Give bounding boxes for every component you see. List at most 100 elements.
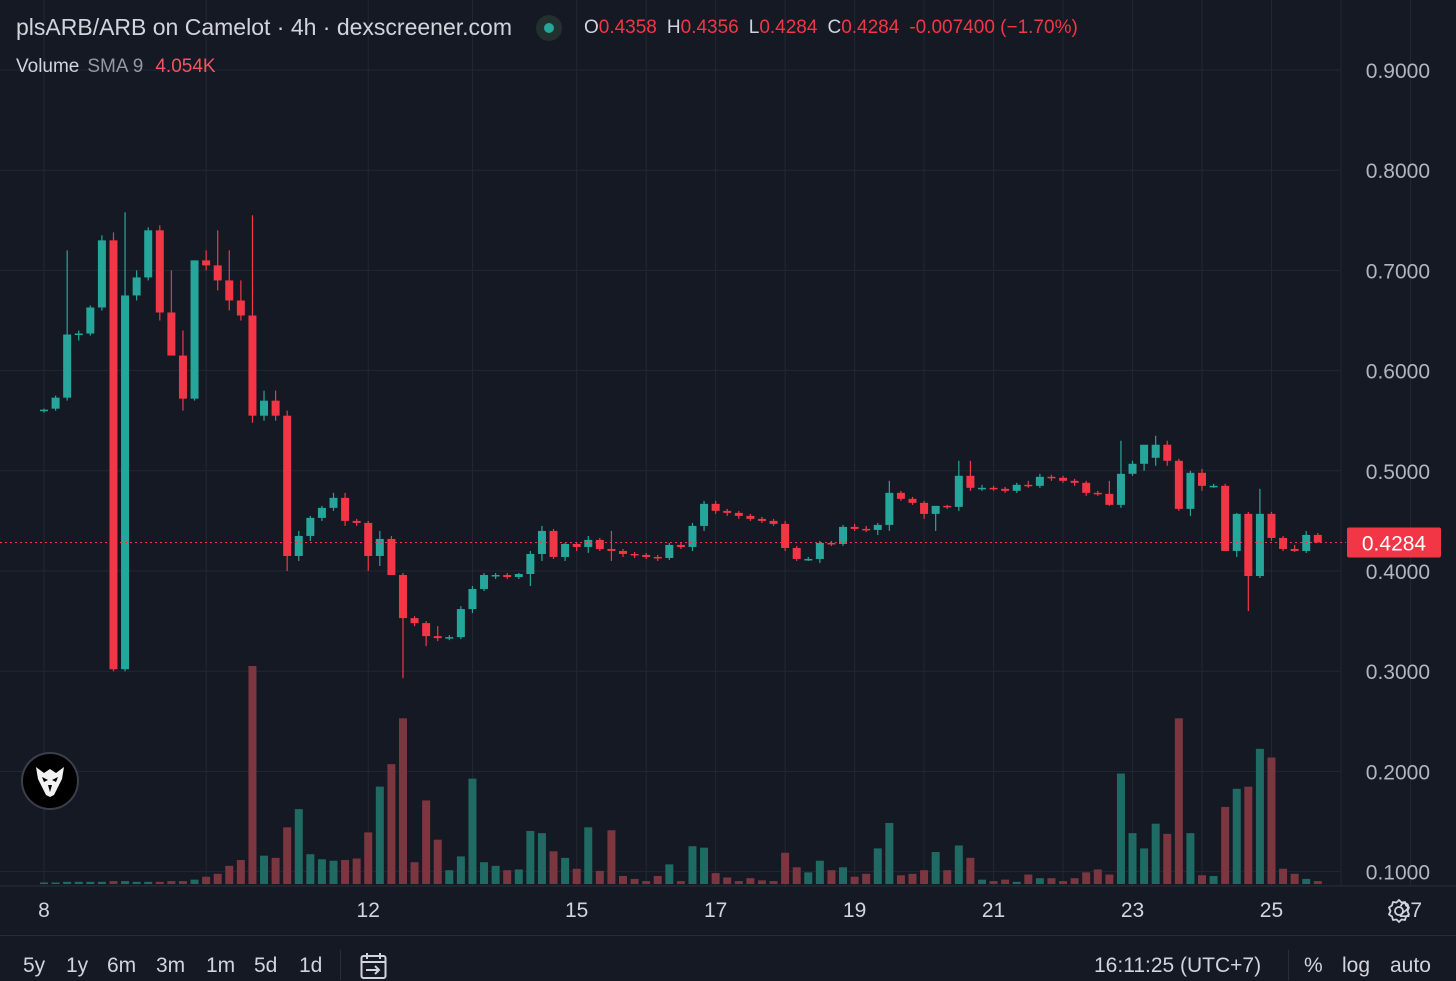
candle-body — [375, 538, 384, 556]
range-5d-button[interactable]: 5d — [254, 954, 278, 977]
volume-bar — [1116, 773, 1125, 884]
candle-body — [1209, 485, 1218, 488]
candle-body — [642, 554, 651, 557]
open-value: 0.4358 — [598, 16, 657, 38]
volume-bar — [40, 882, 48, 884]
candle-body — [700, 503, 709, 526]
high-value: 0.4356 — [680, 16, 739, 38]
candle-body — [387, 538, 396, 576]
log-scale-button[interactable]: log — [1342, 954, 1371, 977]
range-3m-button[interactable]: 3m — [156, 954, 186, 977]
volume-bar — [1140, 848, 1149, 884]
candle-body — [595, 539, 604, 549]
candle-body — [873, 524, 882, 530]
volume-legend[interactable]: Volume SMA 9 4.054K — [16, 56, 216, 78]
volume-bar — [1255, 748, 1264, 884]
x-tick-label: 15 — [565, 899, 588, 922]
auto-scale-button[interactable]: auto — [1390, 954, 1431, 977]
candle-body — [155, 230, 164, 313]
range-5y-button[interactable]: 5y — [23, 954, 46, 977]
x-tick-label: 25 — [1260, 899, 1283, 922]
last-price-label: 0.4284 — [1362, 533, 1427, 556]
volume-bar — [97, 881, 106, 884]
range-6m-button[interactable]: 6m — [107, 954, 137, 977]
candle-body — [723, 510, 732, 513]
candle-body — [97, 240, 106, 308]
range-1m-button[interactable]: 1m — [206, 954, 236, 977]
candle-body — [329, 497, 338, 508]
y-axis[interactable]: 0.9000 0.8000 0.7000 0.6000 0.5000 0.4000 0.30… — [1366, 60, 1430, 885]
volume-sma-label: SMA 9 — [87, 56, 144, 77]
candle-body — [1186, 472, 1195, 509]
calendar-arrow-icon[interactable] — [359, 951, 389, 981]
price-candles — [40, 212, 1322, 679]
candle-body — [202, 260, 211, 266]
y-tick-label: 0.3000 — [1366, 661, 1430, 684]
candle-body — [1313, 534, 1322, 543]
open-label: O — [583, 16, 599, 38]
candle-body — [815, 542, 824, 559]
volume-bar — [734, 881, 743, 884]
volume-bar — [688, 846, 697, 884]
volume-bar — [468, 778, 477, 884]
close-label: C — [827, 16, 842, 38]
volume-bar — [1209, 876, 1218, 884]
volume-bar — [595, 870, 604, 884]
candle-body — [1255, 513, 1264, 577]
candlestick-chart[interactable]: 0.4284 0.9000 0.8000 0.7000 0.6000 0.5000 0.4… — [0, 0, 1456, 935]
x-tick-label: 12 — [357, 899, 380, 922]
volume-bar — [1186, 833, 1195, 884]
x-tick-label: 8 — [38, 899, 50, 922]
candle-body — [653, 556, 662, 559]
volume-bar — [225, 865, 234, 884]
volume-bar — [1070, 878, 1079, 884]
volume-bar — [121, 881, 130, 884]
volume-bar — [410, 862, 419, 884]
volume-bar — [815, 860, 824, 884]
y-tick-label: 0.8000 — [1366, 160, 1430, 183]
volume-bar — [572, 868, 581, 884]
percent-scale-button[interactable]: % — [1304, 954, 1323, 977]
candle-body — [572, 543, 581, 547]
candle-body — [1047, 476, 1056, 479]
volume-bar — [966, 857, 975, 884]
chart-legend: plsARB/ARB on Camelot · 4h · dexscreener… — [16, 14, 1078, 41]
candle-body — [167, 312, 176, 356]
candle-body — [480, 575, 489, 590]
gear-icon[interactable] — [1386, 898, 1412, 924]
candle-body — [352, 520, 361, 523]
volume-bar — [1198, 875, 1206, 884]
candle-body — [190, 260, 199, 399]
candle-body — [271, 400, 280, 416]
eagle-logo-icon[interactable] — [21, 752, 79, 810]
volume-bar — [155, 881, 164, 884]
x-axis[interactable]: 8 12 15 17 19 21 23 25 27 — [38, 899, 1422, 922]
toolbar-divider — [1288, 950, 1289, 980]
volume-bar — [653, 876, 662, 884]
candle-body — [1198, 472, 1206, 486]
volume-bar — [1279, 868, 1288, 884]
candle-body — [132, 277, 141, 296]
volume-bar — [642, 881, 651, 884]
candle-body — [977, 487, 986, 490]
volume-bar — [1035, 878, 1044, 884]
candle-body — [665, 544, 674, 558]
volume-bar — [364, 832, 373, 884]
candle-body — [294, 535, 303, 556]
range-1y-button[interactable]: 1y — [66, 954, 89, 977]
range-1d-button[interactable]: 1d — [299, 954, 323, 977]
candle-body — [213, 265, 222, 281]
volume-bar — [873, 848, 882, 884]
volume-bar — [723, 877, 732, 884]
volume-bar — [1128, 833, 1137, 884]
candle-body — [850, 526, 859, 529]
candle-body — [74, 333, 83, 336]
symbol-title[interactable]: plsARB/ARB on Camelot · 4h · dexscreener… — [16, 14, 512, 40]
volume-bar — [248, 666, 257, 884]
volume-bar — [1024, 874, 1033, 884]
candle-body — [954, 475, 963, 507]
volume-bar — [503, 870, 512, 884]
volume-bar — [375, 786, 384, 884]
y-tick-label: 0.6000 — [1366, 361, 1430, 384]
candle-body — [260, 400, 269, 416]
